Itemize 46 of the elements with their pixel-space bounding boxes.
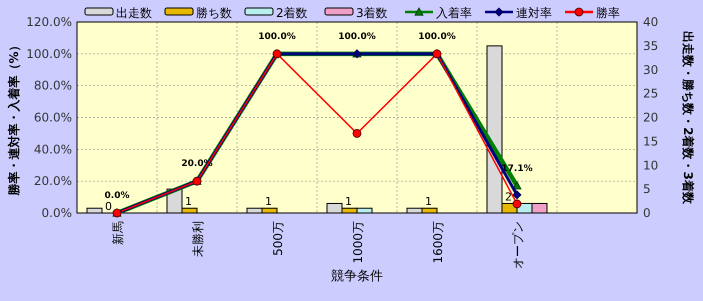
y2-tick-label: 25 — [643, 86, 658, 101]
data-label: 1 — [265, 195, 272, 208]
x-tick-label: 未勝利 — [191, 221, 205, 257]
y2-axis-title: 出走数・勝ち数・2着数・3着数 — [681, 31, 695, 205]
data-label: 100.0% — [338, 32, 376, 42]
data-label: 100.0% — [258, 32, 296, 42]
data-label: 0 — [105, 200, 112, 213]
x-axis-title: 競争条件 — [331, 269, 383, 284]
legend-label: 連対率 — [516, 6, 552, 20]
point — [352, 129, 362, 138]
y2-tick-label: 30 — [643, 62, 658, 77]
data-label: 1 — [345, 195, 352, 208]
y-tick-label: 40.0% — [34, 142, 72, 156]
data-label: 0.0% — [104, 191, 130, 201]
y2-tick-label: 5 — [643, 182, 651, 196]
legend-label: 勝率 — [596, 6, 620, 20]
y2-tick-label: 20 — [643, 110, 658, 124]
legend-label: 2着数 — [276, 6, 308, 20]
y-tick-label: 120.0% — [26, 15, 72, 29]
y2-tick-label: 10 — [643, 158, 658, 172]
y-tick-label: 100.0% — [26, 46, 72, 61]
data-label: 1 — [185, 195, 192, 208]
y2-tick-label: 40 — [643, 15, 658, 29]
y-tick-label: 60.0% — [34, 110, 72, 124]
x-tick-label: 1000万 — [351, 221, 365, 264]
y-axis-title: 勝率・連対率・入着率（%） — [7, 39, 21, 197]
legend-label: 3着数 — [356, 6, 388, 20]
y2-tick-label: 15 — [643, 134, 658, 148]
legend-label: 入着率 — [436, 6, 472, 20]
legend-label: 勝ち数 — [196, 6, 232, 20]
y-tick-label: 80.0% — [34, 78, 72, 93]
y-tick-label: 20.0% — [34, 174, 72, 188]
x-tick-label: オープン — [511, 221, 525, 269]
point — [512, 190, 522, 200]
point — [512, 200, 522, 208]
y2-tick-label: 0 — [643, 206, 651, 220]
data-label: 1 — [425, 195, 432, 208]
point — [512, 181, 522, 190]
x-tick-label: 500万 — [271, 221, 285, 256]
y2-tick-label: 35 — [643, 38, 658, 53]
x-tick-label: 1600万 — [431, 221, 445, 264]
legend-label: 出走数 — [116, 6, 152, 20]
x-tick-label: 新馬 — [111, 221, 125, 245]
data-label: 2 — [505, 190, 512, 204]
y-tick-label: 0.0% — [42, 206, 72, 220]
data-label: 100.0% — [418, 32, 456, 42]
